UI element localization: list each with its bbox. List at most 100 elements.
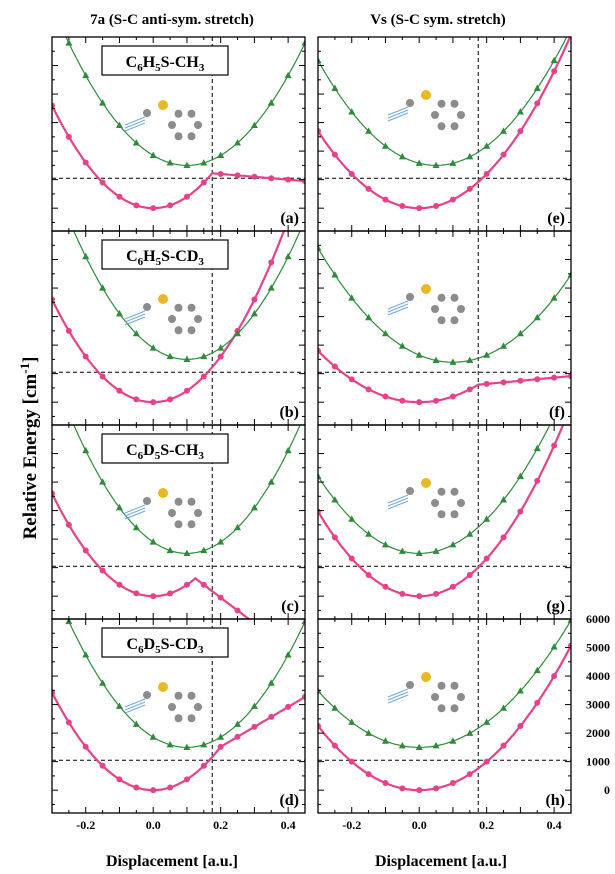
carbon-atom	[437, 704, 446, 713]
data-point-pink	[331, 742, 338, 749]
data-point-pink	[183, 387, 190, 394]
displacement-arrow	[124, 119, 146, 129]
sulfur-atom	[421, 90, 431, 100]
series-line-pink	[318, 350, 571, 404]
y-axis-title-sup: -1	[17, 363, 32, 374]
plot-area-h	[318, 619, 571, 813]
data-point-pink	[449, 780, 456, 787]
molecule-text: D	[143, 442, 155, 459]
data-point-green	[381, 541, 389, 548]
data-point-pink	[150, 205, 157, 212]
plot-area-f	[318, 231, 571, 425]
series-line-pink	[52, 105, 305, 210]
x-axis-title-right: Displacement [a.u.]	[375, 853, 507, 870]
x-tick-label: -0.2	[76, 818, 95, 832]
x-tick-label: 0.2	[213, 818, 228, 832]
methyl-carbon	[406, 487, 414, 495]
panel-frame	[51, 618, 306, 814]
data-point-pink	[99, 373, 106, 380]
carbon-atom	[437, 510, 446, 519]
data-point-pink	[483, 380, 490, 387]
molecule-image	[387, 672, 465, 713]
data-point-green	[398, 342, 406, 349]
displacement-arrow	[124, 507, 146, 517]
data-point-pink	[517, 128, 524, 135]
carbon-atom	[450, 487, 459, 496]
data-point-pink	[99, 567, 106, 574]
data-point-pink	[551, 673, 558, 680]
sulfur-atom	[158, 488, 168, 498]
data-point-pink	[285, 703, 292, 710]
data-point-pink	[285, 176, 292, 183]
data-point-green	[516, 472, 524, 479]
data-point-green	[200, 159, 208, 166]
data-point-green	[166, 352, 174, 360]
molecule-text: C	[126, 442, 138, 459]
data-point-pink	[534, 100, 541, 107]
data-point-green	[533, 84, 541, 91]
data-point-pink	[382, 583, 389, 590]
carbon-atom	[187, 714, 196, 723]
series-line-green	[67, 619, 305, 748]
data-point-green	[318, 56, 322, 64]
data-point-green	[234, 139, 242, 146]
data-point-pink	[200, 581, 207, 588]
molecule-text: S-CD	[161, 248, 198, 265]
data-point-green	[516, 108, 524, 115]
carbon-atom	[450, 704, 459, 713]
displacement-arrow	[387, 112, 409, 122]
data-point-green	[115, 503, 123, 511]
data-point-green	[449, 541, 457, 548]
data-point-green	[65, 410, 72, 416]
data-point-green	[516, 329, 524, 337]
data-point-green	[200, 546, 208, 554]
data-point-pink	[382, 780, 389, 787]
molecule-image	[124, 100, 202, 141]
panel-a: (a) C6H5S-CH3	[51, 36, 306, 232]
data-point-pink	[466, 571, 473, 578]
molecule-subscript: 5	[155, 644, 161, 656]
data-point-green	[149, 538, 157, 545]
carbon-atom	[174, 326, 183, 335]
displacement-arrow	[124, 701, 146, 711]
molecule-label: C6D5S-CD3	[127, 636, 204, 656]
data-point-green	[234, 720, 242, 727]
sulfur-atom	[158, 294, 168, 304]
panel-h: (h)	[317, 618, 572, 814]
molecule-label: C6H5S-CD3	[126, 248, 204, 268]
data-point-green	[217, 733, 225, 740]
y-tick-label: 1000	[586, 755, 610, 769]
data-point-green	[415, 549, 423, 556]
panel-label: (e)	[547, 210, 565, 227]
data-point-pink	[116, 387, 123, 394]
panel-g: (g)	[317, 424, 572, 620]
carbon-atom	[194, 121, 202, 129]
displacement-arrow	[124, 116, 146, 126]
data-point-green	[267, 679, 275, 686]
data-point-pink	[82, 547, 89, 554]
molecule-image	[124, 682, 202, 723]
series-line-pink	[52, 493, 251, 619]
data-point-green	[284, 446, 292, 454]
series-line-green	[73, 425, 301, 554]
data-point-green	[301, 619, 305, 625]
plot-area-d	[52, 619, 305, 813]
molecule-image	[124, 294, 202, 335]
data-point-green	[250, 309, 258, 317]
x-tick-label: 0.2	[479, 818, 494, 832]
data-point-pink	[449, 583, 456, 590]
data-point-green	[115, 309, 123, 317]
displacement-arrow	[387, 300, 409, 310]
data-point-pink	[568, 373, 571, 380]
series-line-pink	[52, 231, 286, 404]
carbon-atom	[187, 520, 196, 529]
data-point-pink	[433, 785, 440, 792]
data-point-green	[432, 742, 440, 749]
molecule-subscript: 3	[198, 450, 204, 462]
data-point-green	[500, 342, 508, 349]
data-point-green	[516, 687, 524, 694]
data-point-pink	[331, 534, 338, 541]
data-point-green	[550, 643, 558, 650]
carbon-atom	[450, 99, 459, 108]
data-point-pink	[183, 581, 190, 588]
